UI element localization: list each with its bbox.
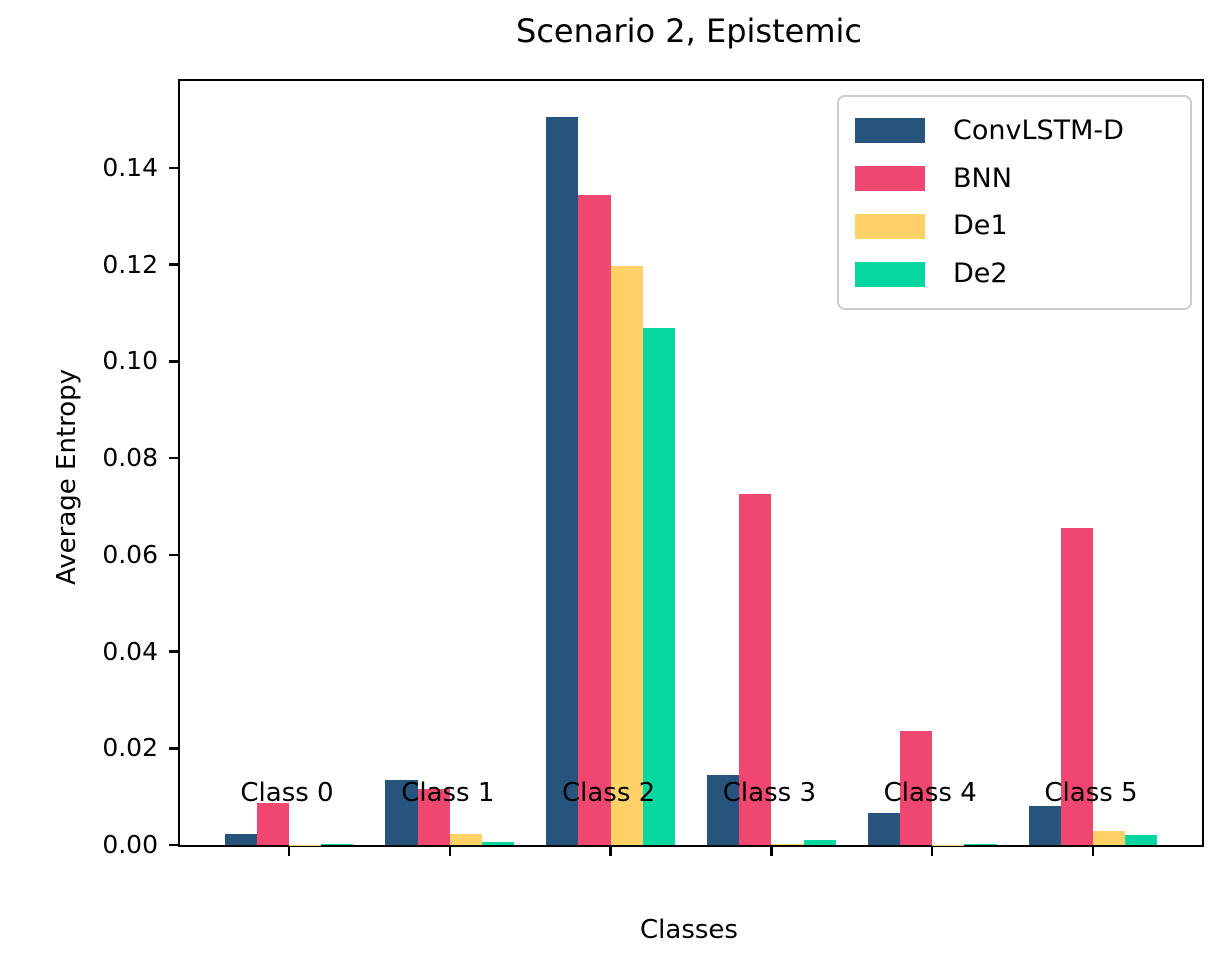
x-tick-label: Class 0	[240, 778, 334, 808]
x-tick-label: Class 4	[883, 778, 977, 808]
x-tick-mark	[770, 847, 773, 856]
bar-bnn-1	[417, 788, 450, 845]
y-tick-mark	[169, 650, 178, 653]
y-tick-mark	[169, 360, 178, 363]
bar-bnn-2	[578, 194, 611, 845]
chart-title: Scenario 2, Epistemic	[516, 12, 862, 50]
bar-de2-2	[642, 327, 675, 845]
y-tick-mark	[169, 166, 178, 170]
legend: ConvLSTM-D BNN De1 De2	[837, 95, 1192, 310]
x-tick-label: Class 2	[561, 778, 656, 808]
bar-de1-3	[771, 844, 804, 845]
x-axis-label: Classes	[640, 915, 738, 945]
y-tick-label: 0.02	[102, 733, 158, 763]
bar-bnn-3	[739, 494, 772, 845]
bar-de1-2	[610, 266, 643, 845]
bar-de1-1	[449, 833, 482, 845]
legend-swatch	[855, 118, 925, 144]
bar-bnn-4	[900, 730, 933, 845]
bar-bnn-5	[1060, 527, 1093, 845]
legend-item-bnn: BNN	[855, 163, 1176, 195]
bar-de2-5	[1125, 834, 1158, 845]
y-tick-mark	[169, 553, 178, 557]
y-tick-mark	[169, 747, 178, 750]
x-tick-mark	[609, 847, 612, 856]
bar-convlstm-d-3	[707, 774, 740, 845]
bar-de2-0	[321, 843, 354, 845]
x-tick-mark	[1091, 847, 1095, 856]
y-tick-mark	[169, 263, 178, 266]
legend-label: De2	[953, 258, 1008, 290]
y-tick-label: 0.08	[102, 443, 158, 473]
x-tick-label: Class 3	[722, 778, 816, 808]
legend-swatch	[855, 166, 925, 192]
bar-convlstm-d-0	[224, 833, 257, 845]
x-tick-label: Class 5	[1044, 778, 1138, 808]
legend-item-convlstm-d: ConvLSTM-D	[855, 115, 1176, 147]
legend-item-de1: De1	[855, 210, 1176, 242]
x-tick-mark	[448, 847, 452, 856]
x-tick-mark	[287, 847, 291, 856]
y-tick-label: 0.10	[102, 346, 158, 376]
bar-de2-4	[964, 844, 997, 845]
y-tick-label: 0.00	[102, 830, 158, 859]
y-tick-label: 0.12	[102, 249, 158, 279]
legend-label: ConvLSTM-D	[953, 114, 1124, 146]
bar-de2-3	[803, 839, 836, 845]
bar-convlstm-d-5	[1028, 805, 1061, 845]
bar-de1-5	[1093, 830, 1126, 845]
bar-bnn-0	[256, 803, 289, 845]
y-tick-mark	[169, 843, 178, 847]
y-tick-label: 0.14	[102, 153, 158, 183]
legend-item-de2: De2	[855, 258, 1176, 290]
legend-swatch	[855, 213, 925, 239]
x-tick-mark	[930, 847, 934, 856]
bar-convlstm-d-2	[546, 117, 579, 845]
y-tick-label: 0.04	[102, 636, 158, 666]
legend-swatch	[855, 261, 925, 287]
legend-label: BNN	[953, 162, 1012, 194]
bar-convlstm-d-4	[867, 812, 900, 845]
y-tick-label: 0.06	[102, 539, 158, 569]
x-tick-label: Class 1	[401, 778, 495, 808]
bar-convlstm-d-1	[385, 780, 418, 845]
legend-label: De1	[953, 210, 1008, 242]
y-tick-mark	[169, 456, 178, 460]
bar-de2-1	[482, 842, 515, 845]
